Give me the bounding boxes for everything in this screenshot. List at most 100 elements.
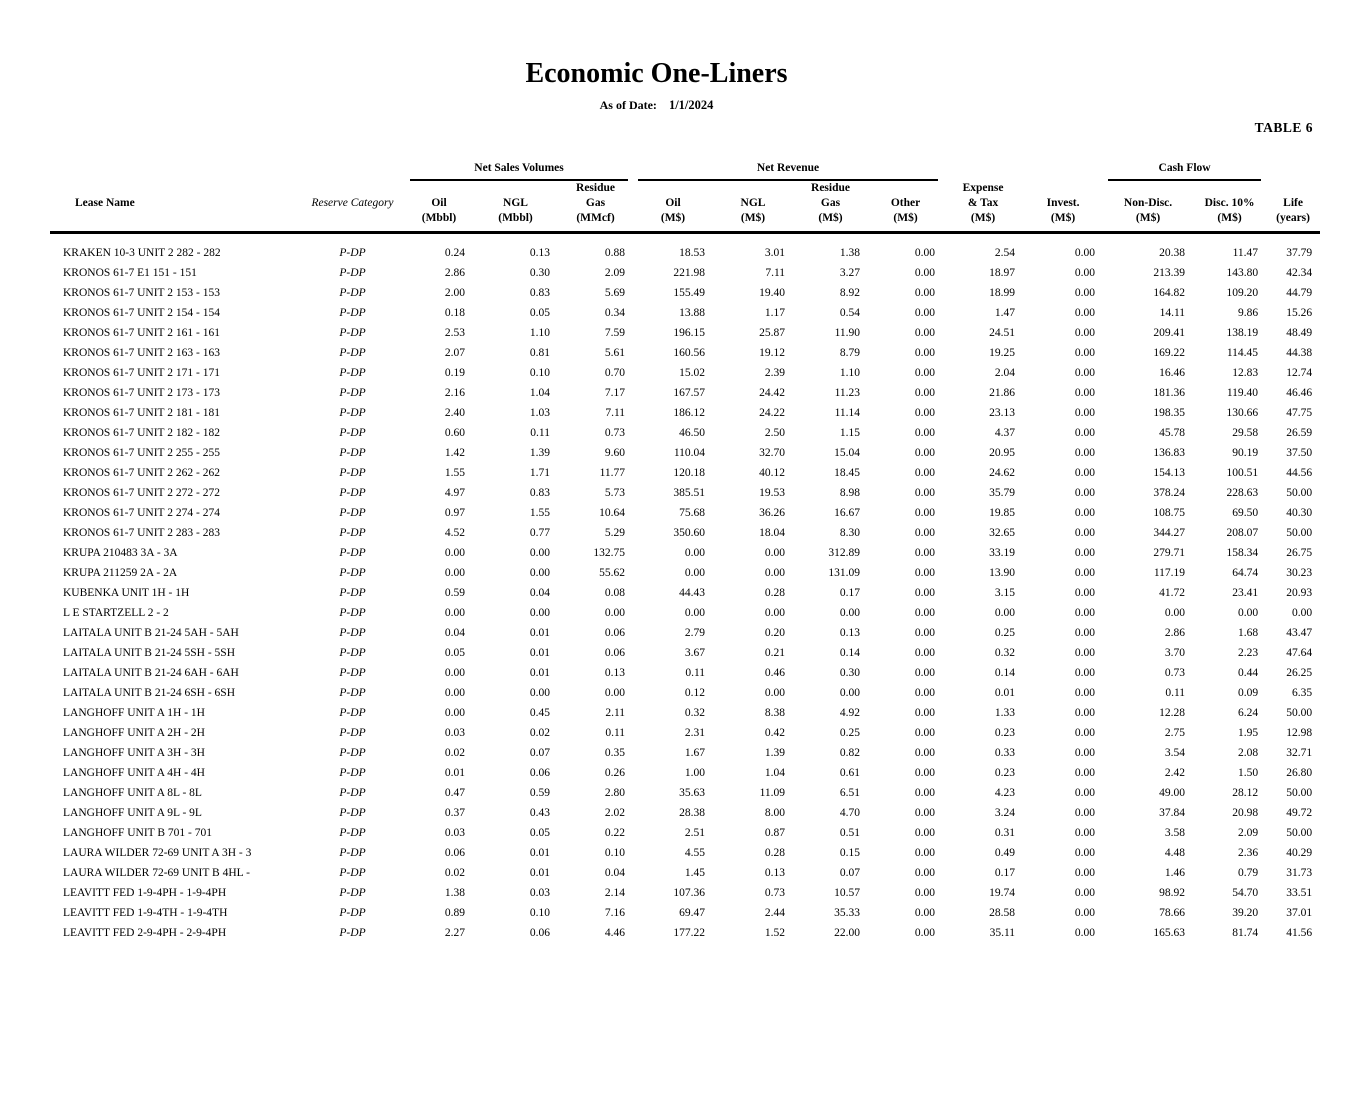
cell-residue-gas-revenue: 0.54 (839, 307, 861, 319)
cell-other-revenue: 0.00 (914, 647, 936, 659)
cell-investment: 0.00 (1074, 307, 1096, 319)
cell-ngl-revenue: 1.17 (764, 307, 786, 319)
cell-life: 33.51 (1286, 887, 1313, 899)
lease-row: LANGHOFF UNIT A 2H - 2H P-DP 0.03 0.02 0.11 2… (50, 723, 1320, 743)
cell-oil-revenue: 350.60 (673, 527, 706, 539)
cell-expense-tax: 32.65 (989, 527, 1016, 539)
cell-lease-name: KRONOS 61-7 UNIT 2 163 - 163 (63, 347, 220, 359)
cell-other-revenue: 0.00 (914, 667, 936, 679)
cell-lease-name: KRONOS 61-7 E1 151 - 151 (63, 267, 197, 279)
cell-reserve-category: P-DP (339, 347, 366, 359)
cell-other-revenue: 0.00 (914, 287, 936, 299)
cell-life: 49.72 (1286, 807, 1313, 819)
cell-residue-gas-volume: 2.02 (604, 807, 626, 819)
cell-residue-gas-volume: 5.73 (604, 487, 626, 499)
cell-expense-tax: 2.54 (994, 247, 1016, 259)
cell-residue-gas-volume: 0.00 (604, 687, 626, 699)
cell-expense-tax: 13.90 (989, 567, 1016, 579)
cell-lease-name: KRONOS 61-7 UNIT 2 154 - 154 (63, 307, 220, 319)
cell-other-revenue: 0.00 (914, 867, 936, 879)
cell-investment: 0.00 (1074, 427, 1096, 439)
cell-lease-name: KRUPA 210483 3A - 3A (63, 547, 178, 559)
cell-oil-revenue: 1.67 (684, 747, 706, 759)
cell-life: 20.93 (1286, 587, 1313, 599)
cell-oil-volume: 2.00 (444, 287, 465, 299)
cell-residue-gas-revenue: 0.14 (839, 647, 861, 659)
cell-investment: 0.00 (1074, 627, 1096, 639)
lease-row: KRONOS 61-7 UNIT 2 272 - 272 P-DP 4.97 0.83… (50, 483, 1320, 503)
cell-oil-volume: 0.00 (444, 607, 465, 619)
cell-residue-gas-revenue: 0.51 (839, 827, 861, 839)
cell-ngl-volume: 1.71 (529, 467, 550, 479)
lease-row: KRONOS 61-7 UNIT 2 274 - 274 P-DP 0.97 1.55… (50, 503, 1320, 523)
group-underline (638, 179, 939, 181)
column-header-cash-flow-non-disc: Non-Disc. (M$) (1103, 181, 1194, 234)
column-header-cash-flow-disc-10: Disc. 10% (M$) (1193, 181, 1267, 234)
cell-oil-volume: 0.01 (444, 767, 465, 779)
cell-residue-gas-revenue: 1.15 (839, 427, 861, 439)
cell-investment: 0.00 (1074, 907, 1096, 919)
cell-cash-flow-non-disc: 2.86 (1164, 627, 1186, 639)
cell-oil-volume: 0.06 (444, 847, 465, 859)
cell-life: 50.00 (1286, 527, 1313, 539)
cell-ngl-revenue: 0.73 (764, 887, 786, 899)
cell-investment: 0.00 (1074, 707, 1096, 719)
cell-ngl-revenue: 19.12 (759, 347, 786, 359)
cell-ngl-revenue: 2.39 (764, 367, 786, 379)
cell-ngl-volume: 0.59 (529, 787, 550, 799)
cell-cash-flow-non-disc: 45.78 (1159, 427, 1186, 439)
cell-investment: 0.00 (1074, 467, 1096, 479)
cell-ngl-revenue: 0.46 (764, 667, 786, 679)
cell-cash-flow-disc-10: 119.40 (1226, 387, 1259, 399)
cell-oil-revenue: 2.51 (684, 827, 706, 839)
cell-residue-gas-volume: 11.77 (599, 467, 626, 479)
cell-oil-revenue: 1.45 (684, 867, 706, 879)
cell-lease-name: LANGHOFF UNIT A 9L - 9L (63, 807, 202, 819)
cell-residue-gas-revenue: 3.27 (839, 267, 861, 279)
cell-other-revenue: 0.00 (914, 427, 936, 439)
cell-other-revenue: 0.00 (914, 407, 936, 419)
cell-residue-gas-revenue: 0.13 (839, 627, 861, 639)
cell-cash-flow-non-disc: 37.84 (1159, 807, 1186, 819)
report-title: Economic One-Liners (525, 58, 788, 89)
cell-lease-name: KRAKEN 10-3 UNIT 2 282 - 282 (63, 247, 221, 259)
cell-reserve-category: P-DP (339, 607, 366, 619)
cell-cash-flow-non-disc: 344.27 (1153, 527, 1186, 539)
cell-residue-gas-revenue: 131.09 (828, 567, 861, 579)
cell-expense-tax: 0.23 (994, 727, 1016, 739)
cell-lease-name: L E STARTZELL 2 - 2 (63, 607, 169, 619)
cell-investment: 0.00 (1074, 747, 1096, 759)
cell-oil-volume: 2.27 (444, 927, 465, 939)
cell-reserve-category: P-DP (339, 647, 366, 659)
cell-cash-flow-disc-10: 1.68 (1237, 627, 1259, 639)
cell-investment: 0.00 (1074, 367, 1096, 379)
cell-oil-volume: 0.00 (444, 667, 465, 679)
cell-cash-flow-disc-10: 138.19 (1226, 327, 1259, 339)
cell-reserve-category: P-DP (339, 907, 366, 919)
lease-row: LEAVITT FED 2-9-4PH - 2-9-4PH P-DP 2.27 0.0… (50, 923, 1320, 943)
lease-row: KRONOS 61-7 E1 151 - 151 P-DP 2.86 0.30 2.09… (50, 263, 1320, 283)
cell-expense-tax: 19.74 (989, 887, 1016, 899)
cell-life: 48.49 (1286, 327, 1313, 339)
cell-lease-name: LANGHOFF UNIT A 3H - 3H (63, 747, 205, 759)
cell-reserve-category: P-DP (339, 587, 366, 599)
cell-ngl-volume: 0.01 (529, 627, 550, 639)
cell-reserve-category: P-DP (339, 447, 366, 459)
cell-cash-flow-disc-10: 208.07 (1226, 527, 1259, 539)
cell-cash-flow-non-disc: 209.41 (1153, 327, 1186, 339)
cell-cash-flow-non-disc: 279.71 (1153, 547, 1186, 559)
cell-oil-revenue: 221.98 (673, 267, 706, 279)
cell-residue-gas-volume: 0.22 (604, 827, 626, 839)
lease-row: KRONOS 61-7 UNIT 2 181 - 181 P-DP 2.40 1.03… (50, 403, 1320, 423)
cell-expense-tax: 4.23 (994, 787, 1016, 799)
as-of-date-label: As of Date: (599, 98, 657, 112)
cell-oil-revenue: 120.18 (673, 467, 706, 479)
cell-life: 26.25 (1286, 667, 1313, 679)
column-header-row: Lease Name Reserve Category Oil (Mbbl) NGL (M… (50, 181, 1321, 234)
cell-lease-name: KRONOS 61-7 UNIT 2 181 - 181 (63, 407, 220, 419)
cell-cash-flow-non-disc: 78.66 (1159, 907, 1186, 919)
cell-residue-gas-volume: 2.14 (604, 887, 626, 899)
column-header-lease-name: Lease Name (50, 181, 300, 234)
cell-lease-name: LANGHOFF UNIT B 701 - 701 (63, 827, 212, 839)
cell-expense-tax: 18.97 (989, 267, 1016, 279)
